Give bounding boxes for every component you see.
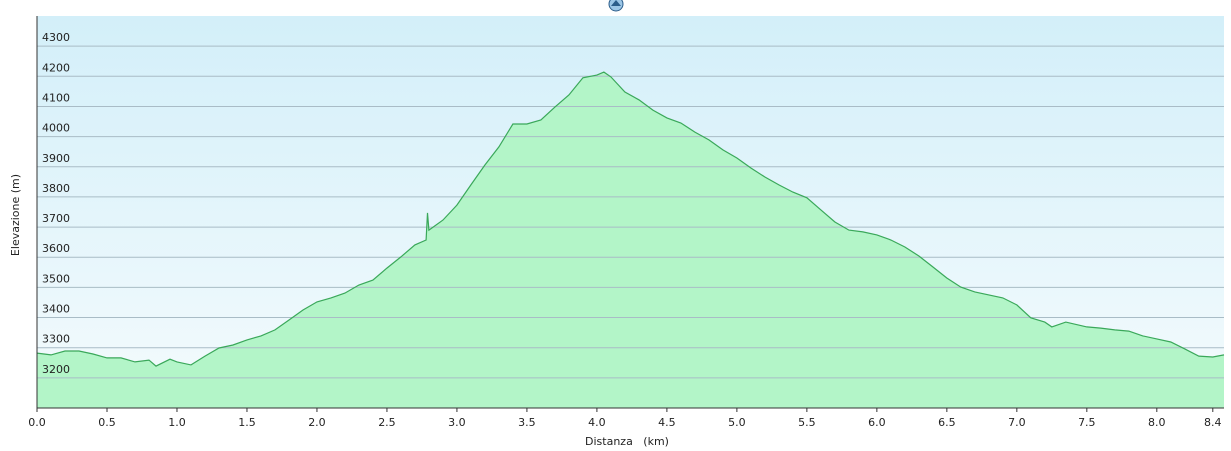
y-tick-label: 3500 [42,272,70,285]
x-tick-label: 3.5 [518,416,536,429]
y-tick-label: 4100 [42,91,70,104]
y-tick-label: 3200 [42,363,70,376]
top-icon[interactable] [608,0,624,12]
x-tick-label: 8.0 [1148,416,1166,429]
x-tick-label: 1.5 [238,416,256,429]
x-tick-label: 8.4 [1204,416,1222,429]
x-tick-label: 5.5 [798,416,816,429]
x-tick-label: 3.0 [448,416,466,429]
x-tick-label: 7.5 [1078,416,1096,429]
y-axis-title: Elevazione (m) [9,174,22,256]
x-tick-label: 6.0 [868,416,886,429]
x-axis-title: Distanza (km) [585,435,669,448]
x-tick-label: 0.0 [28,416,46,429]
x-tick-label: 0.5 [98,416,116,429]
x-tick-label: 7.0 [1008,416,1026,429]
y-tick-label: 4300 [42,31,70,44]
y-tick-label: 3900 [42,152,70,165]
y-tick-label: 4000 [42,122,70,135]
x-tick-label: 2.5 [378,416,396,429]
x-tick-label: 1.0 [168,416,186,429]
y-tick-label: 3400 [42,303,70,316]
x-tick-label: 2.0 [308,416,326,429]
x-tick-label: 4.0 [588,416,606,429]
y-tick-label: 3800 [42,182,70,195]
x-tick-label: 4.5 [658,416,676,429]
y-tick-label: 4200 [42,61,70,74]
elevation-line [36,71,1225,367]
x-tick-label: 5.0 [728,416,746,429]
y-tick-label: 3700 [42,212,70,225]
x-tick-label: 6.5 [938,416,956,429]
y-tick-label: 3300 [42,333,70,346]
area-fill [37,72,1224,408]
y-tick-label: 3600 [42,242,70,255]
